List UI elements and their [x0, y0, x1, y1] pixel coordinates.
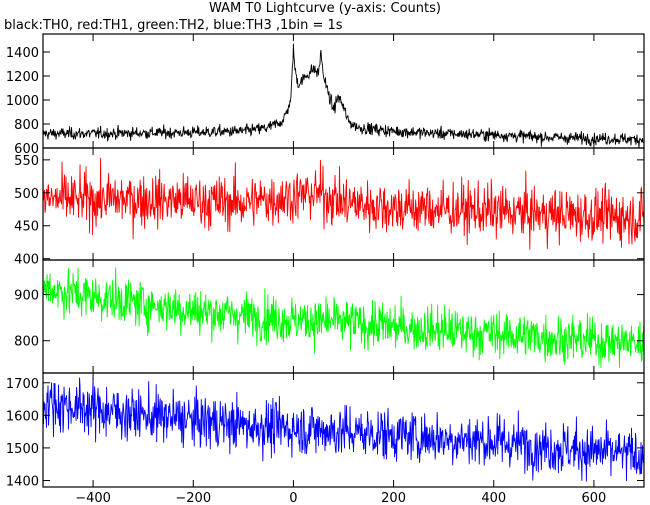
x-tick-label: −200: [175, 491, 211, 505]
x-tick-label: −400: [75, 491, 111, 505]
y-tick-label: 800: [14, 118, 39, 133]
lightcurve-th3: [43, 377, 644, 482]
y-tick-label: 1200: [6, 70, 39, 85]
chart-title: WAM T0 Lightcurve (y-axis: Counts): [209, 1, 441, 16]
y-tick-label: 1700: [6, 377, 39, 392]
x-tick-label: 400: [481, 491, 506, 505]
x-tick-label: 600: [582, 491, 607, 505]
panel-frame-th2: [42, 259, 645, 374]
y-tick-label: 450: [14, 220, 39, 235]
y-tick-label: 1400: [6, 474, 39, 489]
y-tick-label: 1500: [6, 442, 39, 457]
chart-subtitle: black:TH0, red:TH1, green:TH2, blue:TH3 …: [4, 18, 343, 33]
y-tick-label: 600: [14, 142, 39, 157]
y-tick-label: 500: [14, 187, 39, 202]
y-tick-label: 1400: [6, 46, 39, 61]
y-tick-label: 900: [14, 289, 39, 304]
y-tick-label: 550: [14, 154, 39, 169]
y-tick-label: 400: [14, 253, 39, 268]
x-tick-label: 0: [289, 491, 297, 505]
x-tick-label: 200: [381, 491, 406, 505]
lightcurve-th0: [43, 43, 644, 148]
lightcurve-th2: [43, 267, 644, 368]
y-tick-label: 1600: [6, 409, 39, 424]
y-tick-label: 800: [14, 335, 39, 350]
lightcurve-th1: [43, 157, 644, 250]
panel-frame-th3: [42, 372, 645, 488]
y-tick-label: 1000: [6, 94, 39, 109]
